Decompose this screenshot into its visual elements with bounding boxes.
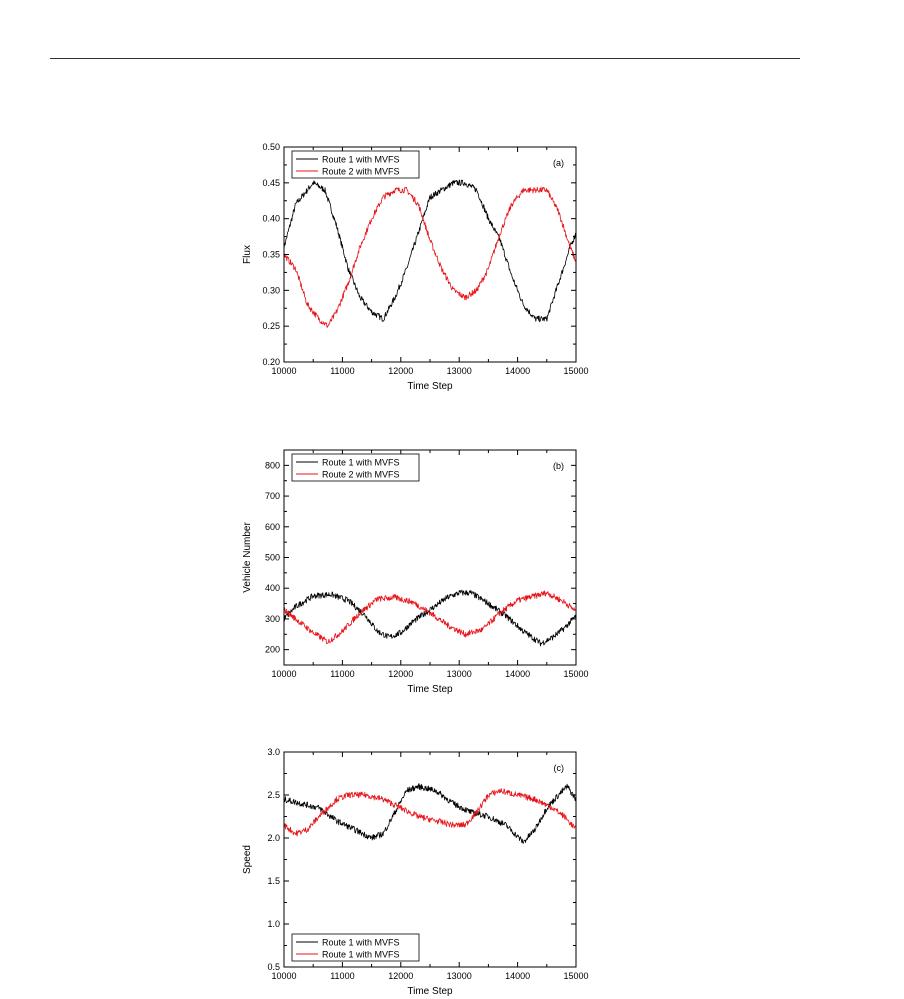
x-tick-label: 10000 [271,971,296,981]
panel-label: (c) [554,763,565,773]
legend: Route 1 with MVFS Route 2 with MVFS [291,150,420,179]
legend-entry: Route 2 with MVFS [322,470,400,480]
y-tick-label: 0.20 [262,357,280,367]
x-tick-label: 15000 [563,366,588,376]
legend: Route 1 with MVFS Route 2 with MVFS [291,453,420,482]
y-tick-label: 0.45 [262,178,280,188]
y-tick-label: 300 [265,614,280,624]
x-axis-label: Time Step [407,986,453,997]
y-tick-label: 1.0 [267,919,280,929]
legend: Route 1 with MVFS Route 1 with MVFS [291,933,420,962]
x-tick-label: 15000 [563,971,588,981]
x-tick-label: 10000 [271,366,296,376]
y-tick-label: 0.30 [262,285,280,295]
x-tick-label: 13000 [447,971,472,981]
legend-box [291,150,420,179]
series-line-2 [283,186,577,328]
y-tick-label: 600 [265,522,280,532]
y-tick-label: 800 [265,460,280,470]
chart-panel-3: 10000 11000 12000 13000 14000 15000 0.5 1.0 1.5 2… [242,747,589,997]
chart-panel-2: 10000 11000 12000 13000 14000 15000 200 300 400 5… [242,449,589,695]
x-tick-label: 13000 [447,669,472,679]
legend-box [291,453,420,482]
plot-frame [283,146,577,363]
y-tick-label: 700 [265,491,280,501]
legend-entry: Route 1 with MVFS [322,155,400,165]
page-header-rule [50,58,800,59]
x-tick-label: 13000 [447,366,472,376]
legend-entry: Route 2 with MVFS [322,167,400,177]
y-tick-label: 200 [265,645,280,655]
x-axis-label: Time Step [407,381,453,392]
y-tick-label: 0.40 [262,214,280,224]
legend-entry: Route 1 with MVFS [322,950,400,960]
y-axis-label: Flux [242,245,253,264]
x-tick-label: 14000 [505,366,530,376]
y-tick-label: 0.25 [262,321,280,331]
x-tick-label: 10000 [271,669,296,679]
series-line-2 [283,788,577,837]
legend-box [291,933,420,962]
series-line-1 [283,783,577,844]
x-tick-label: 12000 [388,669,413,679]
y-tick-label: 0.50 [262,142,280,152]
legend-entry: Route 1 with MVFS [322,458,400,468]
x-tick-label: 14000 [505,971,530,981]
y-axis-label: Speed [242,845,253,874]
x-tick-label: 12000 [388,366,413,376]
x-tick-label: 12000 [388,971,413,981]
x-tick-label: 11000 [330,669,354,679]
legend-entry: Route 1 with MVFS [322,938,400,948]
plot-frame [283,449,577,666]
panel-label: (a) [553,158,564,168]
x-tick-label: 11000 [330,971,354,981]
x-tick-label: 14000 [505,669,530,679]
y-tick-label: 3.0 [267,747,280,757]
series-line-1 [283,179,577,323]
panel-label: (b) [553,461,564,471]
y-tick-label: 500 [265,553,280,563]
y-tick-label: 2.5 [267,790,280,800]
y-axis-label: Vehicle Number [242,522,253,593]
y-tick-label: 0.5 [267,962,280,972]
y-tick-label: 0.35 [262,250,280,260]
y-tick-label: 2.0 [267,833,280,843]
series-line-1 [283,589,577,647]
x-axis-label: Time Step [407,684,453,695]
y-tick-label: 1.5 [267,876,280,886]
x-tick-label: 15000 [563,669,588,679]
y-tick-label: 400 [265,583,280,593]
chart-panel-1: 10000 11000 12000 13000 14000 15000 0.20 0.25 0.… [242,142,589,392]
series-line-2 [283,590,577,645]
x-tick-label: 11000 [330,366,354,376]
